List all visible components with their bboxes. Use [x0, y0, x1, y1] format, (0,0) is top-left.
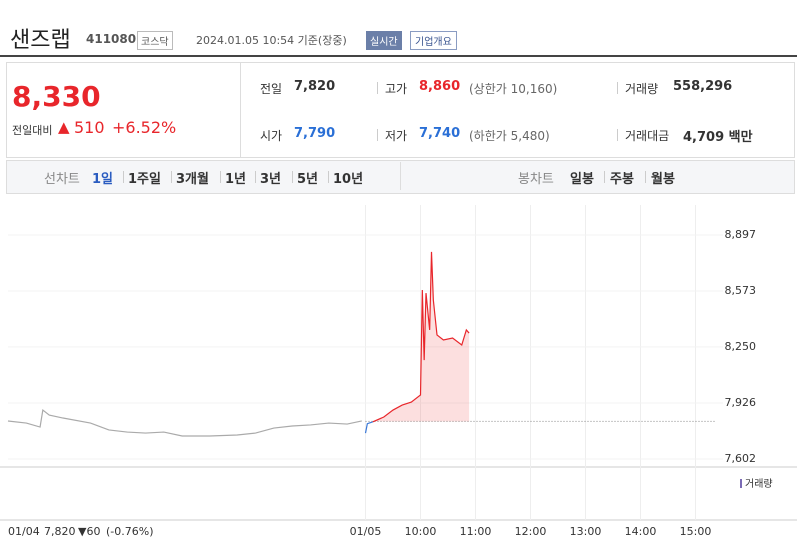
- x-tick-label: 13:00: [570, 525, 602, 538]
- separator: [220, 171, 221, 183]
- divider: [400, 162, 401, 190]
- area: [372, 251, 470, 422]
- price-line: [364, 421, 374, 434]
- separator: [292, 171, 293, 183]
- change-label: 전일대비: [12, 124, 53, 137]
- stat-note: (상한가 10,160): [469, 82, 558, 96]
- period-tab[interactable]: 1주일: [128, 172, 161, 187]
- stat-label: 거래대금: [625, 129, 670, 143]
- stat-label: 고가: [385, 82, 408, 96]
- x-tick-label: 15:00: [680, 525, 712, 538]
- x-tick-label: 10:00: [405, 525, 437, 538]
- divider: [240, 62, 241, 158]
- period-tab[interactable]: 1일: [92, 172, 114, 187]
- x-tick-label: 11:00: [460, 525, 492, 538]
- separator: [328, 171, 329, 183]
- y-tick-label: 8,897: [725, 228, 757, 241]
- stock-name: 샌즈랩: [10, 28, 71, 53]
- period-tab[interactable]: 월봉: [651, 172, 675, 187]
- period-tab[interactable]: 5년: [297, 172, 319, 187]
- period-tab[interactable]: 주봉: [610, 172, 634, 187]
- stat-value: 4,709 백만: [683, 130, 753, 145]
- separator: [377, 129, 378, 141]
- separator: [617, 129, 618, 141]
- change: 510: [74, 118, 105, 137]
- timestamp: 2024.01.05 10:54 기준(장중): [196, 34, 347, 47]
- change-pct: +6.52%: [112, 118, 177, 137]
- prev-close: 7,820: [44, 525, 76, 538]
- volume-legend-swatch: [740, 479, 742, 488]
- tab-label: 선차트: [44, 172, 80, 187]
- prev-change: ▼60: [78, 525, 100, 538]
- market-tag: 코스닥: [137, 31, 173, 50]
- x-tick-label: 01/04: [8, 525, 40, 538]
- change-arrow: ▲: [58, 118, 70, 136]
- divider: [0, 55, 797, 57]
- realtime-button[interactable]: 실시간: [366, 31, 402, 50]
- period-tab[interactable]: 3년: [260, 172, 282, 187]
- stat-value: 8,860: [419, 79, 461, 94]
- separator: [645, 171, 646, 183]
- company-info-button[interactable]: 기업개요: [410, 31, 457, 50]
- price-line: [372, 251, 470, 423]
- stat-label: 거래량: [625, 82, 659, 96]
- y-tick-label: 8,250: [725, 340, 757, 353]
- separator: [255, 171, 256, 183]
- y-tick-label: 8,573: [725, 284, 757, 297]
- separator: [377, 82, 378, 94]
- period-tab[interactable]: 3개월: [176, 172, 209, 187]
- price-line: [7, 408, 362, 437]
- separator: [604, 171, 605, 183]
- tab-label: 봉차트: [518, 172, 554, 187]
- period-tab[interactable]: 10년: [333, 172, 364, 187]
- period-tab[interactable]: 일봉: [570, 172, 594, 187]
- y-tick-label: 7,926: [725, 396, 757, 409]
- stat-value: 7,820: [294, 79, 336, 94]
- stat-value: 558,296: [673, 79, 733, 94]
- stat-value: 7,790: [294, 126, 336, 141]
- stat-label: 시가: [260, 129, 283, 143]
- x-tick-label: 12:00: [515, 525, 547, 538]
- chart: 01/04 01/05 10:00 11:00 12:00 13:00 14:00 15:00…: [0, 205, 797, 538]
- stat-value: 7,740: [419, 126, 461, 141]
- stat-note: (하한가 5,480): [469, 129, 550, 143]
- x-tick-label: 14:00: [625, 525, 657, 538]
- period-tab[interactable]: 1년: [225, 172, 247, 187]
- volume-label: 거래량: [745, 478, 773, 490]
- separator: [617, 82, 618, 94]
- stats-box: [6, 62, 795, 158]
- stat-label: 전일: [260, 82, 283, 96]
- stat-label: 저가: [385, 129, 408, 143]
- x-tick-label: 01/05: [350, 525, 382, 538]
- separator: [123, 171, 124, 183]
- prev-change-pct: (-0.76%): [106, 525, 154, 538]
- stock-code: 411080: [86, 32, 137, 46]
- y-tick-label: 7,602: [725, 452, 757, 465]
- separator: [171, 171, 172, 183]
- current-price: 8,330: [12, 80, 101, 113]
